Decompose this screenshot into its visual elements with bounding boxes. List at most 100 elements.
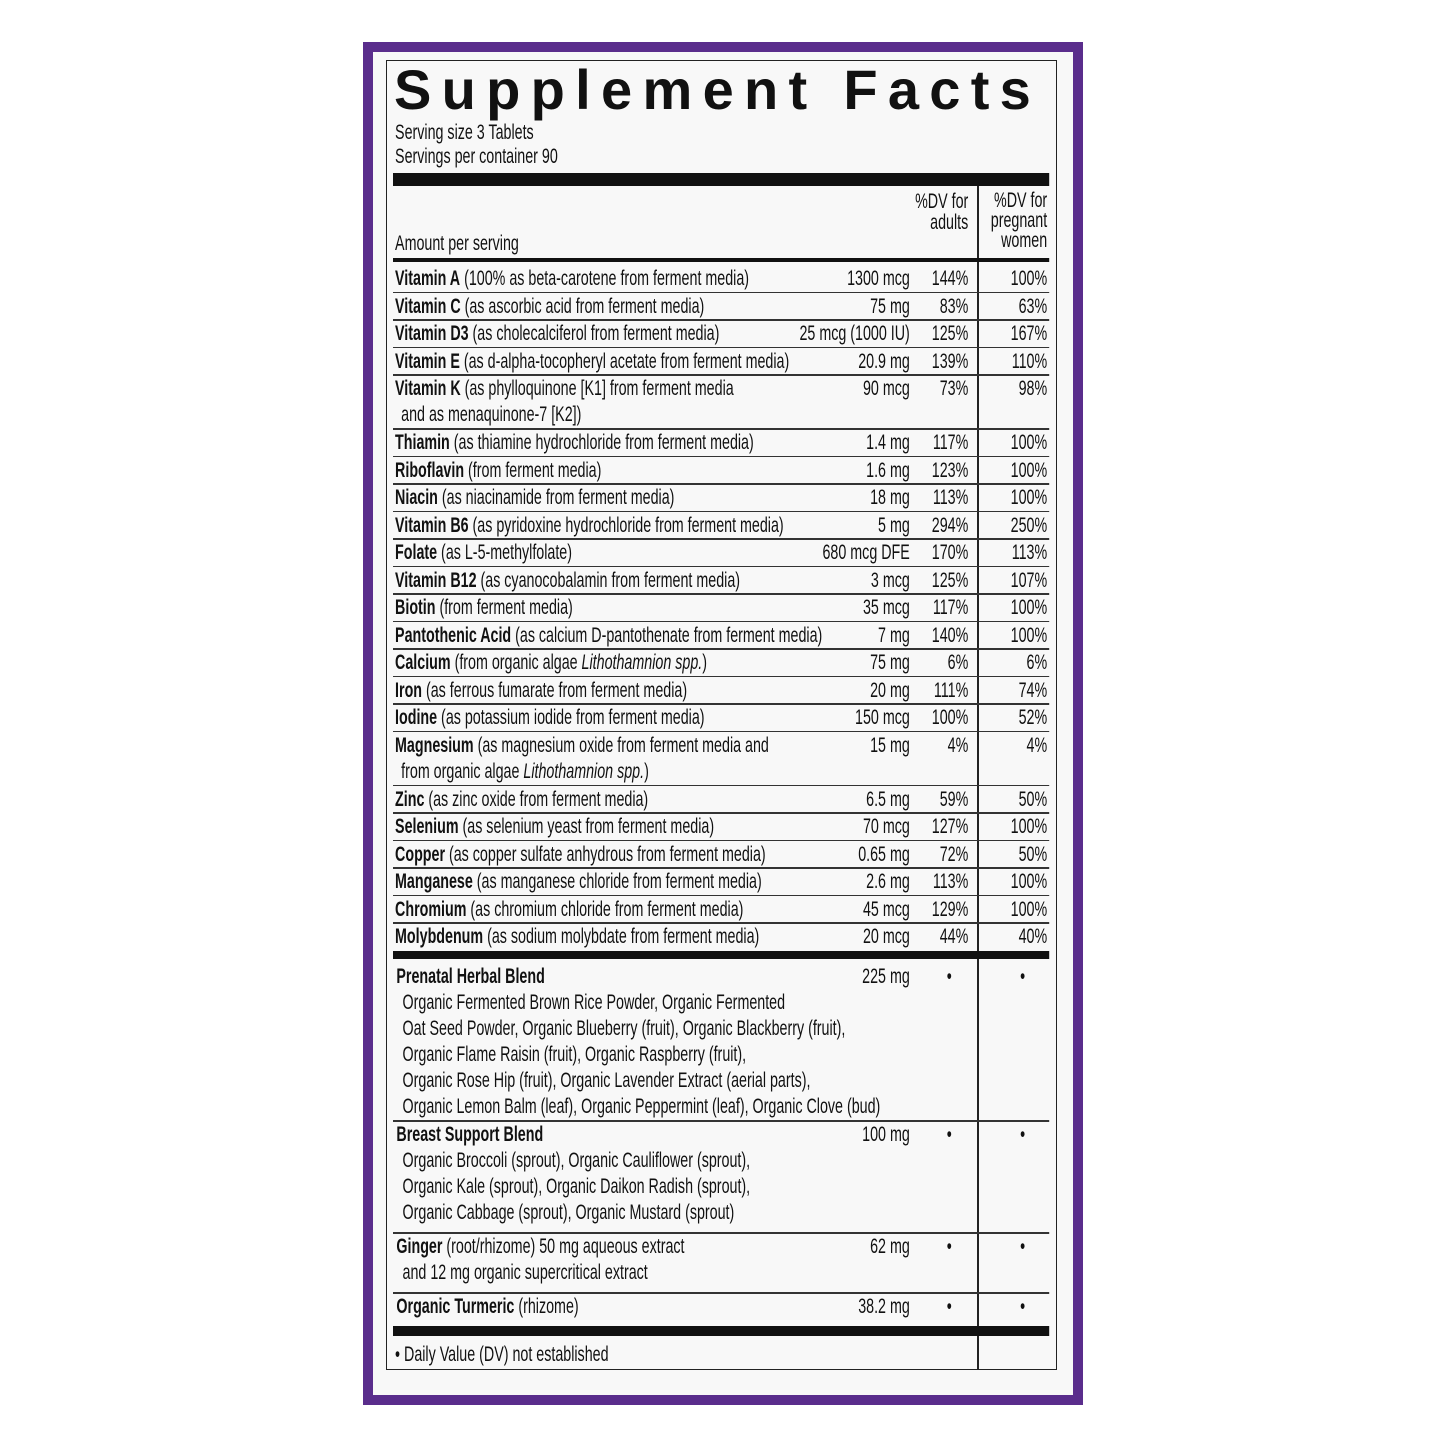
amount-per-serving-header: Amount per serving [395, 232, 519, 255]
nutrient-line: Riboflavin (from ferment media) [395, 457, 601, 484]
dv-adults: 140% [931, 623, 969, 647]
blend-amount: 62 mg [870, 1235, 910, 1258]
nutrient-line: Selenium (as selenium yeast from ferment… [395, 813, 714, 840]
dv-pregnant: 63% [1018, 294, 1048, 318]
blend-amount: 225 mg [862, 965, 910, 988]
column-divider [977, 186, 979, 1370]
row-rule [393, 922, 1050, 924]
dv-adults: 111% [933, 678, 969, 702]
dv-adults: 113% [932, 486, 969, 509]
nutrient-source: (from ferment media) [464, 458, 602, 482]
nutrient-name: Iron [395, 678, 423, 702]
blend-ingredient-line: Organic Cabbage (sprout), Organic Mustar… [402, 1201, 735, 1224]
nutrient-source-cont: and as menaquinone-7 [K2]) [401, 403, 582, 426]
nutrient-amount: 18 mg [870, 486, 910, 509]
nutrient-source: (as potassium iodide from ferment media) [437, 706, 705, 729]
nutrient-name: Folate [395, 541, 438, 564]
thick-rule [393, 173, 1050, 186]
blend-row: Ginger (root/rhizome) 50 mg aqueous extr… [393, 1233, 1049, 1293]
dv-pregnant: 6% [1026, 651, 1048, 674]
nutrient-name: Chromium [395, 897, 467, 921]
nutrient-amount: 1.6 mg [866, 458, 910, 482]
row-rule [393, 428, 1050, 430]
nutrient-amount: 70 mcg [862, 815, 910, 838]
nutrient-source: (as ferrous fumarate from ferment media) [422, 678, 688, 702]
blend-name: Prenatal Herbal Blend [396, 965, 545, 988]
nutrient-row: Pantothenic Acid (as calcium D-pantothen… [393, 622, 1049, 650]
nutrient-name: Vitamin C [395, 294, 461, 318]
nutrient-amount: 7 mg [878, 623, 910, 647]
nutrient-amount: 75 mg [870, 294, 910, 318]
blend-row: Prenatal Herbal Blend Organic Fermented B… [393, 963, 1049, 1121]
nutrient-line: Copper (as copper sulfate anhydrous from… [395, 841, 766, 868]
row-rule [393, 455, 1050, 457]
dv-adults: 113% [932, 870, 969, 893]
blend-name: Ginger [396, 1235, 443, 1258]
nutrient-line: Vitamin B12 (as cyanocobalamin from ferm… [395, 567, 740, 594]
nutrient-name: Vitamin B6 [395, 513, 469, 537]
dv-adults: 129% [931, 897, 969, 921]
blend-row: Organic Turmeric (rhizome) 38.2 mg • • [393, 1293, 1049, 1326]
nutrient-name: Pantothenic Acid [395, 623, 512, 647]
blend-ingredient-line: Organic Lemon Balm (leaf), Organic Peppe… [402, 1095, 881, 1118]
row-rule [393, 319, 1050, 321]
nutrient-source-end: ) [702, 651, 708, 674]
nutrient-source: (from ferment media) [435, 596, 573, 619]
nutrient-row: Iodine (as potassium iodide from ferment… [393, 704, 1049, 732]
blend-desc: (root/rhizome) 50 mg aqueous extract [442, 1235, 685, 1258]
nutrient-name: Thiamin [395, 431, 450, 454]
nutrient-line: Folate (as L-5-methylfolate) [395, 539, 572, 566]
dv-pregnant: 100% [1010, 596, 1048, 619]
row-rule [393, 894, 1050, 896]
dv-pregnant: 110% [1011, 349, 1048, 373]
nutrient-line: Iodine (as potassium iodide from ferment… [395, 704, 705, 731]
blend-row: Breast Support Blend Organic Broccoli (sp… [393, 1121, 1049, 1233]
dv-pregnant: 100% [1010, 486, 1048, 509]
nutrient-row: Vitamin B6 (as pyridoxine hydrochloride … [393, 512, 1049, 540]
nutrient-amount: 15 mg [870, 733, 910, 757]
nutrient-source: (as magnesium oxide from ferment media a… [473, 733, 769, 757]
nutrient-line: Vitamin K (as phylloquinone [K1] from fe… [395, 375, 734, 402]
dv-pregnant: 52% [1018, 706, 1048, 729]
nutrient-amount: 1300 mcg [847, 267, 910, 290]
dv-pregnant: 100% [1010, 431, 1048, 454]
nutrient-amount: 25 mcg (1000 IU) [799, 322, 910, 345]
nutrient-row: Vitamin D3 (as cholecalciferol from ferm… [393, 320, 1049, 348]
nutrient-name: Vitamin D3 [395, 322, 469, 345]
nutrient-amount: 90 mcg [862, 377, 910, 400]
blend-ingredient-line: Organic Kale (sprout), Organic Daikon Ra… [402, 1175, 751, 1198]
nutrient-source: (from organic algae [450, 651, 582, 674]
dv-adults-not-established: • [946, 965, 952, 988]
nutrient-source-end: ) [644, 759, 649, 783]
nutrient-line: Niacin (as niacinamide from ferment medi… [395, 484, 674, 511]
nutrient-source: (as pyridoxine hydrochloride from fermen… [468, 513, 784, 537]
nutrient-source: (100% as beta-carotene from ferment medi… [460, 267, 750, 290]
nutrient-line: Magnesium (as magnesium oxide from ferme… [395, 732, 769, 759]
dv-pregnant: 74% [1018, 678, 1048, 702]
dv-adults: 83% [939, 294, 969, 318]
blend-name: Breast Support Blend [396, 1123, 544, 1146]
dv-pregnant: 100% [1010, 458, 1048, 482]
nutrient-line: Molybdenum (as sodium molybdate from fer… [395, 923, 759, 950]
nutrient-line: Vitamin A (100% as beta-carotene from fe… [395, 265, 749, 292]
nutrient-row: Iron (as ferrous fumarate from ferment m… [393, 677, 1049, 705]
row-rule [393, 675, 1050, 677]
nutrient-row: Copper (as copper sulfate anhydrous from… [393, 841, 1049, 869]
nutrient-amount: 1.4 mg [866, 431, 910, 454]
nutrient-source: (as calcium D-pantothenate from ferment … [511, 623, 823, 647]
nutrient-source-italic: Lithothamnion spp. [523, 759, 645, 783]
dv-pregnant: 4% [1026, 733, 1048, 757]
nutrient-line: Iron (as ferrous fumarate from ferment m… [395, 677, 687, 704]
header-line: %DV for [915, 190, 969, 213]
dv-adults: 170% [931, 541, 969, 564]
dv-adults: 73% [939, 377, 969, 400]
dv-pregnant: 107% [1010, 568, 1048, 592]
row-rule [393, 538, 1050, 540]
dv-pregnant: 100% [1010, 870, 1048, 893]
blend-line: Prenatal Herbal Blend [396, 963, 544, 990]
nutrient-line: Biotin (from ferment media) [395, 594, 573, 621]
blend-amount: 38.2 mg [858, 1295, 910, 1318]
nutrient-source: (as chromium chloride from ferment media… [466, 897, 744, 921]
nutrient-row: Manganese (as manganese chloride from fe… [393, 868, 1049, 896]
row-rule [393, 1232, 1050, 1234]
